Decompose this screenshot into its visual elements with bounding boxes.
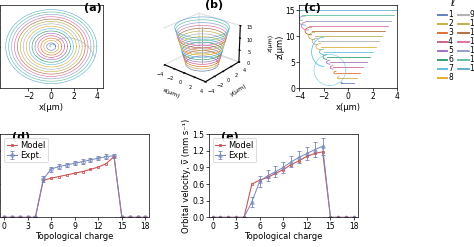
Y-axis label: Orbital velocity, ν̅ (mm s⁻¹): Orbital velocity, ν̅ (mm s⁻¹) — [182, 119, 191, 233]
Model — [249, 183, 255, 185]
Model — [241, 216, 247, 219]
Model — [288, 163, 294, 166]
Text: 6: 6 — [448, 55, 453, 64]
Model — [56, 175, 62, 178]
Model — [210, 216, 215, 219]
Model — [351, 216, 357, 219]
Text: (b): (b) — [205, 0, 223, 10]
Model — [25, 216, 30, 219]
Text: 9: 9 — [470, 10, 474, 20]
Text: 7: 7 — [448, 64, 453, 73]
Model — [226, 216, 231, 219]
Model — [312, 152, 318, 155]
Text: 12: 12 — [470, 38, 474, 46]
Text: 10: 10 — [470, 20, 474, 28]
Model — [9, 216, 15, 219]
Model — [233, 216, 239, 219]
Model — [88, 168, 93, 171]
Line: Model: Model — [211, 150, 356, 219]
Model — [103, 162, 109, 165]
Model — [80, 170, 85, 173]
Legend: Model, Expt.: Model, Expt. — [213, 138, 256, 163]
X-axis label: x(μm): x(μm) — [162, 87, 181, 99]
Model — [111, 155, 117, 158]
Legend: Model, Expt.: Model, Expt. — [4, 138, 48, 163]
Model — [95, 165, 101, 168]
Model — [304, 155, 310, 158]
Model — [119, 216, 125, 219]
Text: 13: 13 — [470, 46, 474, 55]
Model — [135, 216, 140, 219]
Model — [265, 176, 271, 179]
Model — [127, 216, 133, 219]
Model — [48, 177, 54, 180]
Text: 11: 11 — [470, 28, 474, 38]
Model — [1, 216, 7, 219]
Text: 4: 4 — [448, 38, 453, 46]
Text: (e): (e) — [220, 132, 238, 142]
Text: 1: 1 — [448, 10, 453, 20]
Text: 8: 8 — [448, 73, 453, 82]
Model — [281, 168, 286, 171]
X-axis label: x(μm): x(μm) — [39, 103, 64, 112]
Text: (c): (c) — [304, 3, 321, 13]
Model — [33, 216, 38, 219]
Model — [72, 172, 78, 175]
Model — [257, 179, 263, 182]
Text: (d): (d) — [12, 132, 30, 142]
Line: Model: Model — [2, 155, 147, 219]
Y-axis label: z(μm): z(μm) — [275, 34, 284, 59]
Model — [343, 216, 349, 219]
X-axis label: x(μm): x(μm) — [336, 103, 361, 112]
Text: 5: 5 — [448, 46, 453, 55]
Model — [143, 216, 148, 219]
Model — [273, 172, 278, 175]
Text: 14: 14 — [470, 55, 474, 64]
Model — [320, 150, 326, 153]
Text: $\ell$: $\ell$ — [449, 0, 456, 8]
Model — [17, 216, 22, 219]
Text: 15: 15 — [470, 64, 474, 73]
Text: (a): (a) — [84, 3, 102, 13]
Model — [40, 179, 46, 182]
Model — [218, 216, 223, 219]
X-axis label: Topological charge: Topological charge — [244, 232, 322, 241]
Text: 2: 2 — [448, 20, 453, 28]
Model — [64, 173, 70, 176]
Y-axis label: y(μm): y(μm) — [229, 83, 247, 97]
Model — [328, 216, 333, 219]
Model — [336, 216, 341, 219]
Model — [296, 159, 302, 162]
Text: 3: 3 — [448, 28, 453, 38]
X-axis label: Topological charge: Topological charge — [36, 232, 114, 241]
